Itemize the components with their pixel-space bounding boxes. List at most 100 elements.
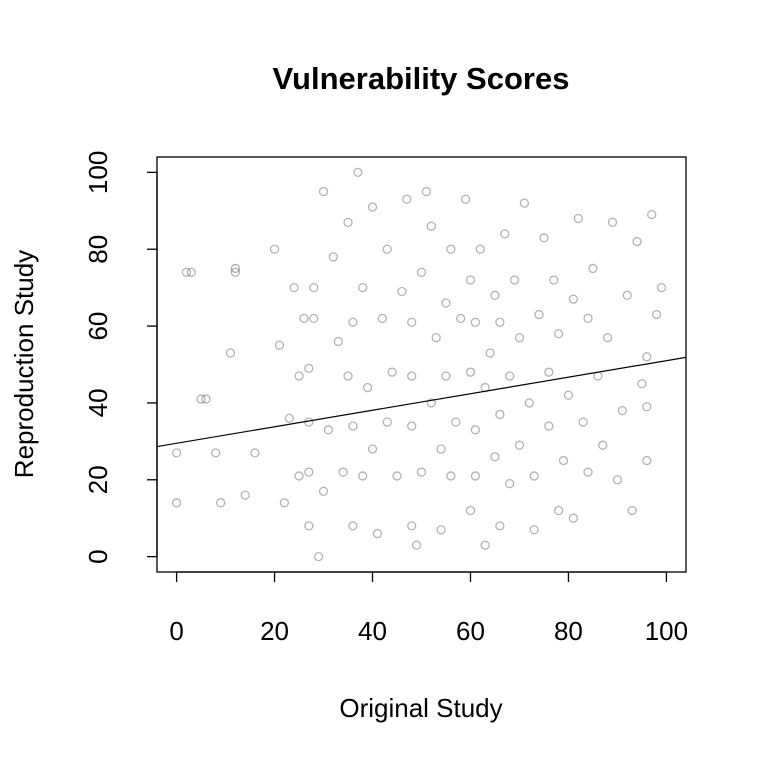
point <box>514 440 525 450</box>
point <box>470 317 481 327</box>
y-tick-label: 80 <box>83 235 113 264</box>
point <box>407 317 417 327</box>
point <box>416 467 427 477</box>
point <box>318 486 329 496</box>
point <box>372 528 383 539</box>
point <box>421 186 432 197</box>
point <box>436 525 446 535</box>
point <box>436 444 446 454</box>
point <box>509 275 520 285</box>
point <box>446 244 456 254</box>
point <box>544 367 554 377</box>
point <box>387 367 397 377</box>
point <box>240 490 250 500</box>
point <box>333 336 343 347</box>
y-tick-label: 40 <box>83 388 113 417</box>
point <box>573 213 583 224</box>
point <box>612 475 623 485</box>
point <box>304 467 314 477</box>
point <box>505 371 515 381</box>
point <box>382 244 392 254</box>
x-axis-label: Original Study <box>339 693 502 723</box>
point <box>358 282 368 293</box>
point <box>343 371 353 381</box>
point <box>524 398 534 408</box>
point <box>377 313 387 324</box>
point <box>294 371 304 381</box>
y-tick-label: 60 <box>83 312 113 341</box>
point <box>304 417 314 427</box>
point <box>607 217 618 227</box>
point <box>529 525 539 535</box>
point <box>553 505 564 516</box>
point <box>553 329 564 339</box>
point <box>446 471 456 481</box>
point <box>460 194 471 204</box>
point <box>441 298 451 308</box>
point <box>539 233 549 243</box>
point <box>490 452 500 462</box>
point <box>362 382 373 393</box>
point <box>602 332 613 343</box>
point <box>651 309 662 320</box>
point <box>309 313 319 324</box>
point <box>470 425 481 435</box>
point <box>529 471 539 481</box>
y-tick-label: 100 <box>83 151 113 194</box>
point <box>338 467 348 477</box>
point <box>583 467 593 477</box>
point <box>353 167 363 178</box>
point <box>216 498 226 508</box>
point <box>632 236 642 247</box>
point <box>534 309 544 320</box>
point <box>485 348 495 358</box>
point <box>299 313 309 324</box>
point <box>367 202 378 212</box>
point <box>480 540 490 550</box>
point <box>279 498 290 508</box>
point <box>647 209 657 220</box>
point <box>358 471 368 481</box>
point <box>181 267 192 277</box>
x-tick-label: 40 <box>358 616 387 646</box>
y-tick-label: 0 <box>83 549 113 563</box>
point <box>309 282 319 293</box>
point <box>348 421 358 431</box>
point <box>637 379 647 389</box>
point <box>500 229 510 239</box>
point <box>568 294 578 304</box>
point <box>392 471 402 481</box>
point <box>284 413 294 423</box>
point <box>289 282 299 293</box>
point <box>495 409 505 420</box>
point <box>382 417 392 427</box>
point <box>588 263 598 274</box>
point <box>514 332 525 343</box>
point <box>426 398 436 408</box>
point <box>367 444 378 454</box>
point <box>495 521 505 531</box>
point <box>274 340 285 350</box>
point <box>642 352 652 362</box>
trend-line <box>157 356 686 448</box>
point <box>617 405 627 416</box>
x-tick-label: 0 <box>169 616 183 646</box>
x-tick-label: 60 <box>456 616 485 646</box>
point <box>451 417 461 427</box>
point <box>519 198 530 208</box>
point <box>343 217 353 227</box>
point <box>598 440 608 450</box>
point <box>407 521 417 531</box>
point <box>407 421 417 431</box>
point <box>411 540 422 550</box>
chart-title: Vulnerability Scores <box>273 61 570 96</box>
point <box>416 267 427 277</box>
point <box>397 286 407 297</box>
point <box>656 282 667 293</box>
point <box>230 267 241 277</box>
point <box>348 521 358 531</box>
x-tick-label: 100 <box>645 616 688 646</box>
point <box>578 417 588 427</box>
point <box>642 455 652 466</box>
point <box>505 478 515 489</box>
